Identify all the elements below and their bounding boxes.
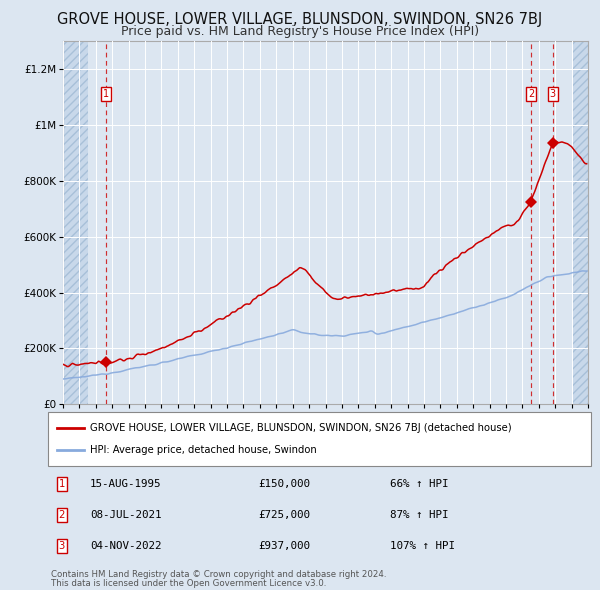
Text: £150,000: £150,000 [258,478,310,489]
Bar [63,41,88,404]
Text: This data is licensed under the Open Government Licence v3.0.: This data is licensed under the Open Gov… [51,579,326,588]
Text: 1: 1 [59,478,65,489]
Text: 08-JUL-2021: 08-JUL-2021 [90,510,161,520]
Text: 3: 3 [59,541,65,551]
Text: £725,000: £725,000 [258,510,310,520]
Text: Price paid vs. HM Land Registry's House Price Index (HPI): Price paid vs. HM Land Registry's House … [121,25,479,38]
Text: 15-AUG-1995: 15-AUG-1995 [90,478,161,489]
Bar [572,41,588,404]
Text: 04-NOV-2022: 04-NOV-2022 [90,541,161,551]
Text: 107% ↑ HPI: 107% ↑ HPI [390,541,455,551]
Text: 2: 2 [528,89,534,99]
Text: 66% ↑ HPI: 66% ↑ HPI [390,478,448,489]
Text: GROVE HOUSE, LOWER VILLAGE, BLUNSDON, SWINDON, SN26 7BJ: GROVE HOUSE, LOWER VILLAGE, BLUNSDON, SW… [58,12,542,27]
Text: HPI: Average price, detached house, Swindon: HPI: Average price, detached house, Swin… [90,445,317,455]
Bar [63,41,88,404]
Text: 1: 1 [103,89,109,99]
Bar [572,41,588,404]
Text: 3: 3 [550,89,556,99]
Text: GROVE HOUSE, LOWER VILLAGE, BLUNSDON, SWINDON, SN26 7BJ (detached house): GROVE HOUSE, LOWER VILLAGE, BLUNSDON, SW… [90,423,512,433]
Text: 2: 2 [59,510,65,520]
Text: Contains HM Land Registry data © Crown copyright and database right 2024.: Contains HM Land Registry data © Crown c… [51,571,386,579]
Text: £937,000: £937,000 [258,541,310,551]
Text: 87% ↑ HPI: 87% ↑ HPI [390,510,448,520]
